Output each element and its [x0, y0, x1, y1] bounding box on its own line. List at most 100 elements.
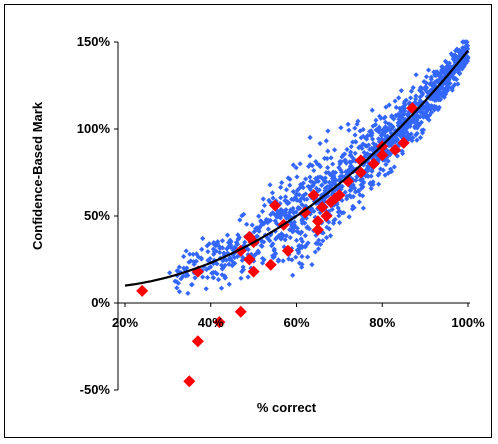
blue-point: [200, 274, 206, 280]
blue-point: [267, 217, 274, 224]
blue-point: [388, 166, 394, 172]
red-point: [243, 253, 256, 266]
blue-point: [452, 58, 458, 64]
blue-point: [396, 95, 402, 101]
blue-point: [263, 218, 269, 225]
blue-point: [303, 215, 309, 221]
blue-point: [365, 163, 371, 169]
blue-point: [260, 196, 266, 202]
blue-point: [270, 195, 276, 201]
blue-point: [181, 253, 187, 260]
blue-point: [416, 114, 422, 120]
blue-point: [326, 186, 332, 192]
blue-point: [311, 198, 318, 205]
blue-point: [298, 195, 304, 202]
blue-point: [448, 51, 454, 57]
blue-point: [352, 125, 358, 131]
blue-point: [451, 69, 457, 76]
blue-point: [399, 105, 405, 111]
blue-point: [347, 192, 353, 198]
blue-point: [432, 83, 439, 89]
blue-point: [210, 246, 217, 252]
red-point: [269, 199, 282, 212]
blue-point: [313, 185, 320, 191]
blue-point: [284, 198, 290, 205]
blue-point: [376, 181, 382, 187]
red-point: [281, 244, 294, 257]
blue-point: [392, 98, 398, 104]
blue-point: [421, 110, 428, 116]
chart-frame: [4, 4, 492, 438]
blue-point: [423, 80, 429, 86]
blue-point: [290, 226, 296, 232]
red-point: [311, 223, 324, 236]
blue-point: [300, 192, 307, 199]
blue-point: [336, 208, 343, 214]
blue-point: [293, 254, 299, 260]
blue-point: [442, 79, 449, 85]
blue-point: [436, 73, 443, 79]
blue-point: [401, 119, 407, 125]
red-point: [376, 149, 389, 162]
blue-point: [261, 257, 267, 263]
blue-point: [322, 195, 328, 201]
blue-point: [307, 134, 313, 141]
blue-point: [360, 141, 366, 147]
blue-point: [315, 246, 322, 252]
blue-point: [413, 72, 419, 78]
blue-point: [217, 245, 223, 251]
blue-point: [456, 70, 463, 77]
blue-point: [191, 261, 197, 267]
blue-point: [388, 168, 395, 175]
blue-point: [315, 241, 321, 247]
blue-point: [198, 256, 205, 262]
blue-point: [267, 182, 273, 188]
blue-point: [399, 148, 405, 154]
blue-point: [237, 217, 243, 223]
blue-point: [457, 63, 463, 70]
blue-point: [258, 223, 264, 229]
blue-point: [423, 74, 430, 80]
blue-point: [433, 92, 439, 99]
blue-point: [183, 248, 189, 254]
blue-point: [430, 83, 436, 90]
blue-point: [419, 106, 425, 113]
blue-point: [450, 84, 456, 90]
blue-point: [261, 239, 267, 245]
blue-point: [402, 108, 408, 114]
blue-point: [360, 126, 366, 133]
x-tick-label: 80%: [369, 315, 395, 330]
blue-point: [426, 112, 433, 118]
blue-point: [383, 119, 389, 125]
blue-point: [402, 134, 408, 140]
blue-point: [352, 185, 358, 191]
blue-point: [336, 220, 343, 226]
blue-point: [348, 163, 354, 169]
blue-point: [342, 157, 348, 163]
blue-point: [403, 129, 410, 135]
blue-point: [239, 268, 245, 275]
blue-point: [287, 182, 293, 188]
blue-point: [399, 125, 405, 131]
blue-point: [317, 164, 323, 170]
blue-point: [328, 155, 334, 161]
red-point: [264, 258, 277, 271]
blue-point: [417, 94, 423, 100]
blue-point: [360, 184, 366, 190]
blue-point: [368, 145, 375, 152]
blue-point: [365, 132, 371, 139]
blue-point: [380, 167, 386, 173]
blue-point: [424, 94, 430, 100]
blue-point: [309, 262, 315, 268]
blue-point: [206, 265, 212, 271]
blue-point: [319, 182, 325, 188]
blue-point: [348, 152, 354, 159]
blue-point: [295, 206, 301, 212]
blue-point: [451, 52, 457, 58]
blue-point: [406, 132, 412, 138]
blue-point: [230, 245, 236, 251]
blue-point: [256, 213, 262, 219]
blue-point: [377, 166, 384, 172]
red-point: [320, 210, 333, 222]
blue-point: [436, 86, 443, 92]
